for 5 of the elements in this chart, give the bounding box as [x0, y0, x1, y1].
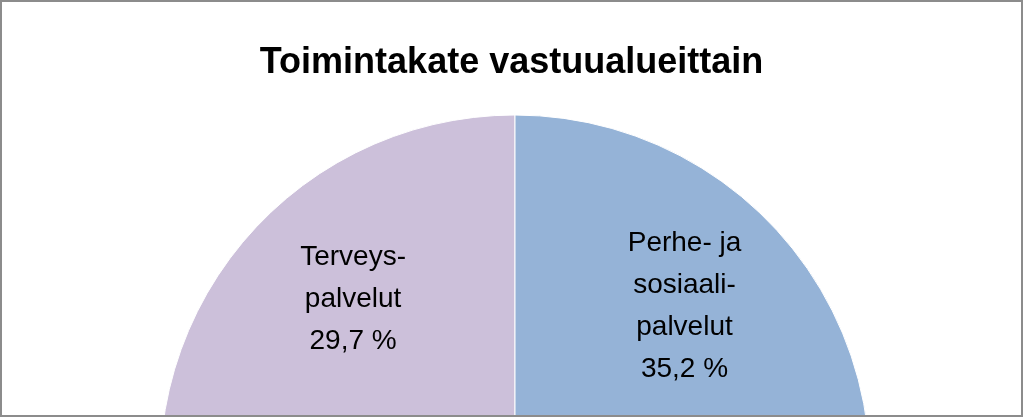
slice-label: Perhe- ja sosiaali-palvelut	[627, 226, 742, 342]
slice-label: Terveys-palvelut	[300, 239, 407, 313]
chart-title: Toimintakate vastuualueittain	[258, 40, 765, 82]
data-label: 29,7 %	[309, 323, 397, 355]
data-label: 35,2 %	[640, 352, 729, 384]
